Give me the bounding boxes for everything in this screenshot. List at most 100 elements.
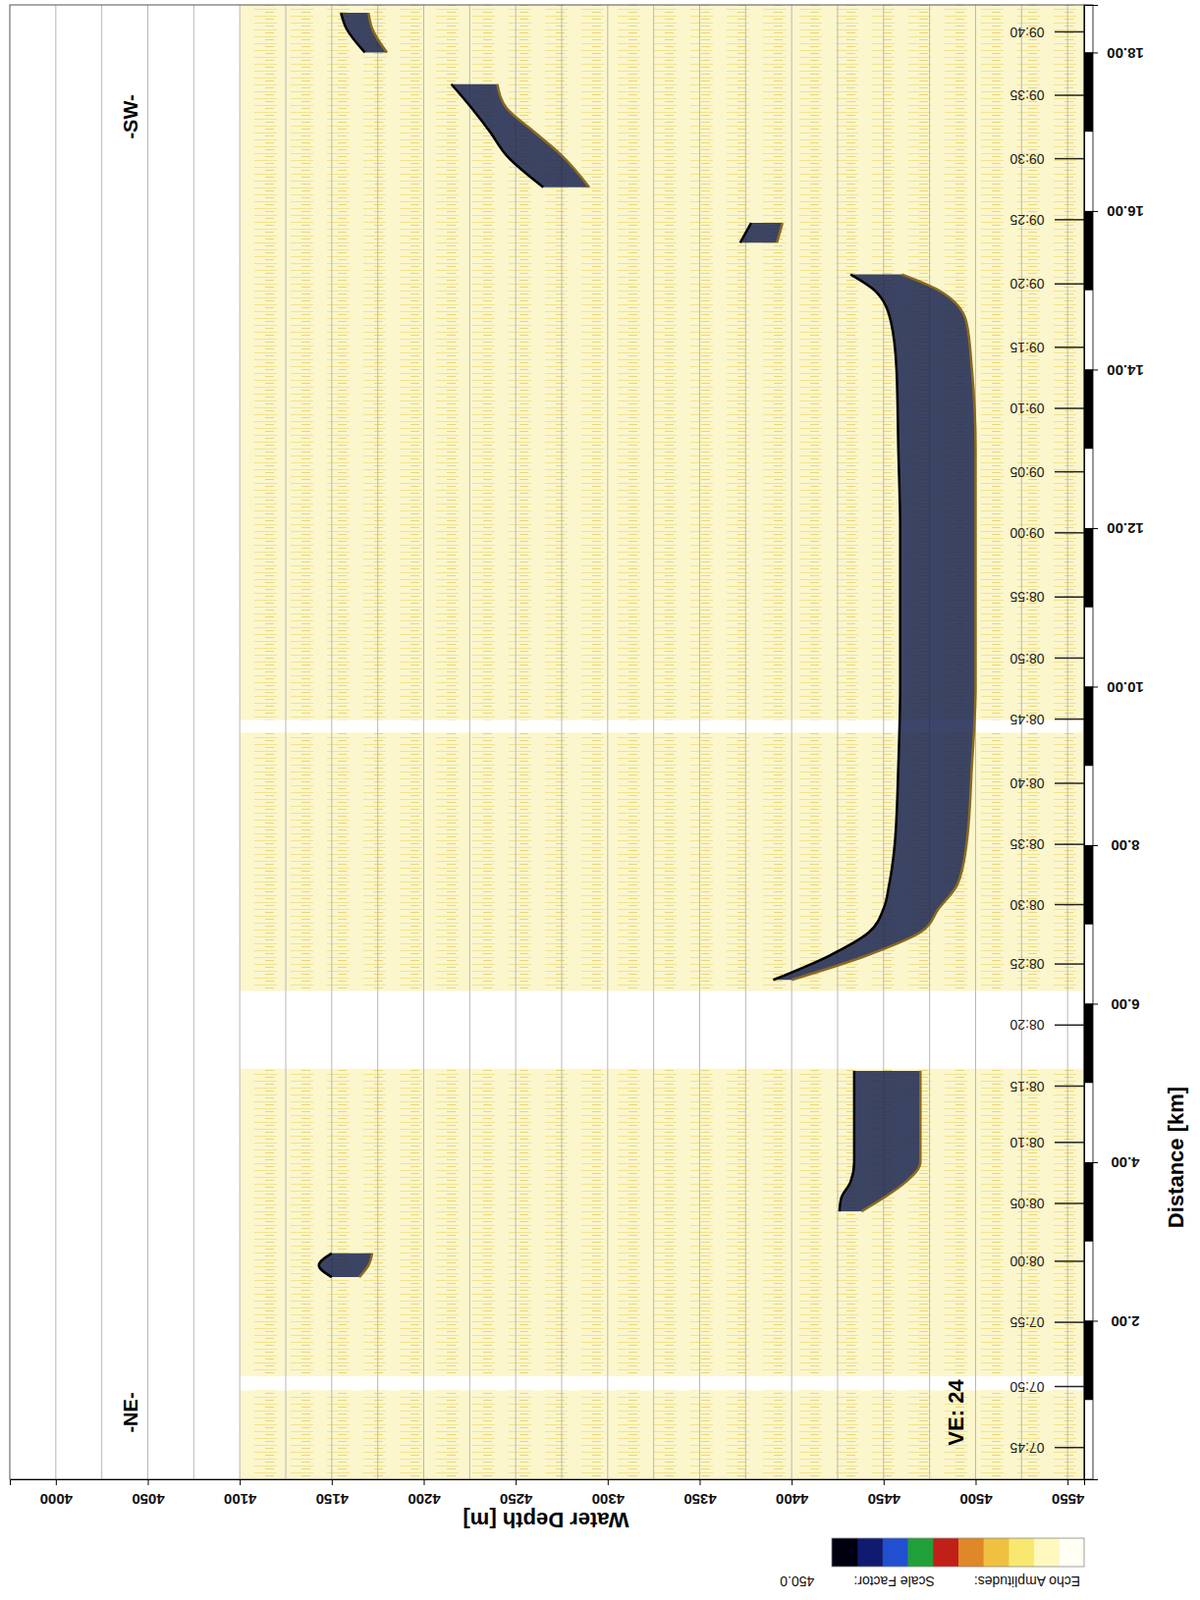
y-tick: 4150 <box>316 1479 349 1509</box>
grid-line <box>193 4 195 1480</box>
echo-band <box>319 1254 373 1278</box>
time-label: 07:55 <box>1009 1314 1044 1331</box>
scale-bar-block <box>1084 686 1093 766</box>
time-tick <box>1054 532 1085 535</box>
grid-line <box>239 4 241 1480</box>
scale-bar-block <box>1084 369 1093 449</box>
colorbar-swatch <box>958 1538 984 1568</box>
time-label: 09:20 <box>1009 275 1044 292</box>
colorbar-label: Echo Amplitudes: <box>974 1574 1081 1590</box>
grid <box>55 4 1068 1480</box>
tick-mark <box>883 1479 885 1486</box>
x-axis-title: Distance [km] <box>1163 1087 1189 1229</box>
time-tick <box>1054 1386 1085 1389</box>
tick-label: 4400 <box>775 1491 809 1509</box>
echo-band <box>340 12 387 53</box>
tick-label: 4300 <box>592 1491 625 1509</box>
x-tick: 2.00 <box>1084 1313 1141 1331</box>
tick-mark <box>1084 211 1098 213</box>
scale-bar-block <box>1084 1320 1093 1401</box>
x-axis: 2.004.006.008.0010.0012.0014.0016.0018.0… <box>1084 5 1145 1481</box>
tick-mark <box>699 1479 701 1486</box>
chart: 07:4507:5007:5508:0008:0508:1008:1508:20… <box>0 0 1200 1600</box>
tick-mark <box>1084 845 1098 847</box>
y-tick: 4550 <box>1051 1479 1085 1509</box>
tick-mark <box>1084 1003 1098 1005</box>
x-tick: 14.00 <box>1084 362 1145 380</box>
y-axis: 4000405041004150420042504300435044004450… <box>10 1479 1086 1509</box>
tick-mark <box>1067 1479 1069 1486</box>
grid-line <box>377 4 379 1480</box>
tick-label: 18.00 <box>1106 45 1145 62</box>
time-tick <box>1054 346 1085 349</box>
colorbar-swatch <box>907 1538 933 1568</box>
y-tick: 4200 <box>407 1479 440 1509</box>
time-label: 08:30 <box>1009 897 1044 914</box>
colorbar-scale-label: Scale Factor: <box>853 1574 934 1590</box>
tick-mark <box>239 1479 241 1486</box>
grid-line <box>284 4 286 1480</box>
time-tick <box>1054 31 1085 34</box>
time-label: 09:00 <box>1009 525 1044 542</box>
tick-mark <box>1084 369 1098 371</box>
echo-edge <box>340 12 365 53</box>
grid-line <box>975 4 977 1480</box>
time-tick <box>1054 1202 1085 1205</box>
colorbar-swatch <box>932 1538 959 1568</box>
time-tick <box>1054 596 1085 599</box>
plot-frame <box>9 4 1085 1480</box>
colorbar-swatch <box>982 1538 1009 1568</box>
time-tick <box>1054 282 1085 285</box>
tick-label: 4150 <box>316 1491 349 1509</box>
time-tick <box>1054 718 1085 721</box>
tick-label: 14.00 <box>1106 362 1145 380</box>
time-tick <box>1054 1086 1085 1089</box>
tick-label: 4500 <box>959 1491 992 1509</box>
y-tick: 4100 <box>223 1479 257 1509</box>
scale-bar-frame <box>1084 4 1093 1480</box>
colorbar: Echo Amplitudes:Scale Factor:450.0 <box>779 1538 1085 1590</box>
tick-label: 4.00 <box>1110 1154 1140 1172</box>
time-label: 09:30 <box>1009 151 1044 167</box>
time-tick <box>1054 782 1085 785</box>
grid-line <box>101 4 103 1480</box>
tick-label: 6.00 <box>1110 996 1140 1014</box>
tick-label: 12.00 <box>1106 520 1145 538</box>
colorbar-swatch <box>1008 1538 1035 1568</box>
y-tick: 4050 <box>131 1479 164 1509</box>
time-label: 09:05 <box>1009 464 1044 481</box>
y-tick: 4350 <box>683 1479 716 1509</box>
tick-mark <box>975 1479 977 1486</box>
echo-edge <box>776 222 783 243</box>
time-label: 08:05 <box>1009 1196 1044 1212</box>
colorbar-swatch <box>1058 1538 1085 1568</box>
grid-line <box>1067 4 1069 1480</box>
tick-mark <box>55 1479 57 1486</box>
time-tick <box>1054 657 1085 660</box>
tick-mark <box>607 1479 609 1486</box>
time-tick <box>1054 1142 1085 1145</box>
colorbar-swatch <box>1034 1538 1060 1568</box>
y-tick: 4300 <box>592 1479 625 1509</box>
colorbar-swatch <box>857 1538 883 1568</box>
echo-edge <box>319 1254 332 1278</box>
grid-line <box>423 4 425 1480</box>
tick-label: 4250 <box>499 1491 533 1509</box>
annotation: VE: 24 <box>943 1379 969 1447</box>
colorbar-swatch <box>831 1538 858 1568</box>
time-label: 07:50 <box>1009 1379 1044 1396</box>
x-tick: 10.00 <box>1084 679 1145 697</box>
tick-label: 4350 <box>683 1491 716 1509</box>
tick-label: 4200 <box>407 1491 440 1509</box>
tick-mark <box>331 1479 333 1486</box>
tick-mark <box>1084 1162 1098 1164</box>
tick-label: 2.00 <box>1110 1313 1140 1331</box>
tick-label: 8.00 <box>1110 837 1140 855</box>
time-tick <box>1054 1025 1085 1028</box>
scale-bar-block <box>1084 528 1093 608</box>
tick-mark <box>515 1479 517 1486</box>
time-tick <box>1054 471 1085 474</box>
scale-bar-block <box>1084 1003 1093 1084</box>
scale-bar-block <box>1084 845 1093 926</box>
echo-edge <box>740 222 752 243</box>
